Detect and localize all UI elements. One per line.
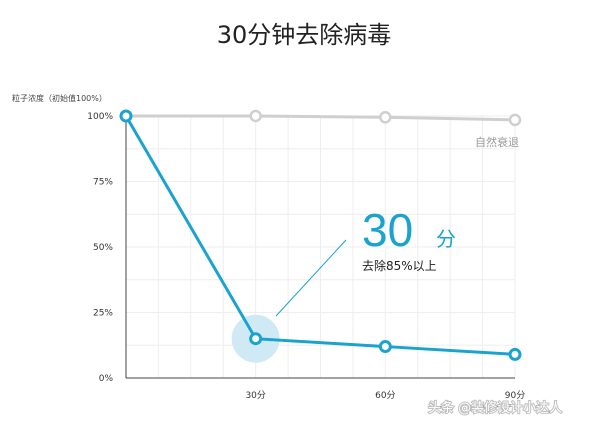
data-point-main <box>378 340 392 354</box>
annotation: 30 分 去除85%以上 <box>275 204 456 317</box>
data-point-main <box>249 332 263 346</box>
watermark: 头条 @装修设计小达人 <box>427 399 563 417</box>
annotation-leader-line <box>275 239 347 317</box>
y-tick-label: 50% <box>93 243 113 253</box>
series-line-main <box>124 115 516 356</box>
y-tick-labels: 0% 25% 50% 75% 100% <box>87 112 113 384</box>
annotation-big-number: 30 <box>362 204 413 256</box>
y-tick-label: 100% <box>87 112 113 122</box>
x-tick-label: 30分 <box>245 390 265 401</box>
y-tick-label: 0% <box>99 374 114 384</box>
x-tick-label: 60分 <box>375 390 395 401</box>
data-point-main <box>508 347 522 361</box>
series-group: 自然衰退 <box>119 109 522 363</box>
watermark-text: 头条 @装修设计小达人 <box>428 400 562 416</box>
axes <box>125 112 515 379</box>
series-line-natural <box>126 114 516 122</box>
data-point-natural <box>508 113 522 127</box>
series-label-natural: 自然衰退 <box>475 135 519 149</box>
y-tick-label: 75% <box>93 178 113 188</box>
y-tick-label: 25% <box>93 309 113 319</box>
data-point-natural <box>379 111 392 124</box>
annotation-subtitle: 去除85%以上 <box>362 258 437 273</box>
data-point-main <box>119 109 133 123</box>
y-axis-label: 粒子浓度（初始值100%） <box>12 93 107 103</box>
data-point-natural <box>249 109 262 123</box>
chart-title: 30分钟去除病毒 <box>217 21 392 49</box>
x-tick-label: 90分 <box>505 390 525 401</box>
gridlines <box>125 115 516 379</box>
x-tick-labels: 30分 60分 90分 <box>245 390 525 401</box>
annotation-unit: 分 <box>436 227 456 251</box>
